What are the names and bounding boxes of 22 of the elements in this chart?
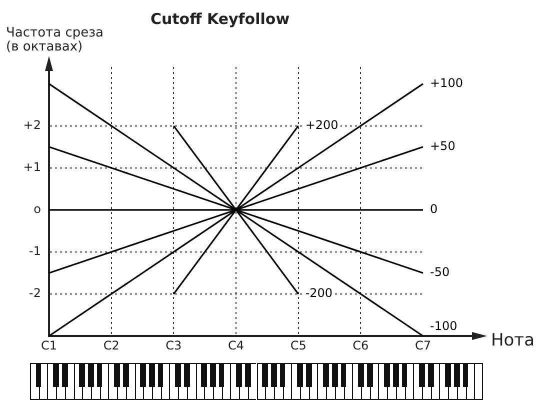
y-tick-label: +2	[23, 118, 41, 132]
x-tick-label: C4	[228, 338, 244, 352]
x-tick-label: C3	[166, 338, 182, 352]
series-label: +200	[305, 118, 338, 132]
series-label: +100	[430, 76, 463, 90]
series-label: -50	[430, 265, 450, 280]
series-label: -200	[305, 286, 333, 300]
y-tick-label: o	[34, 202, 41, 216]
x-tick-label: C5	[290, 338, 306, 352]
y-axis-title: Частота среза (в октавах)	[6, 25, 104, 54]
y-tick-label: -1	[29, 244, 41, 258]
series-label: 0	[430, 202, 438, 216]
x-tick-label: C2	[103, 338, 120, 352]
y-tick-label: -2	[29, 286, 41, 300]
x-tick-label: C6	[352, 338, 369, 352]
series-label: -100	[430, 319, 458, 334]
series-label: +50	[430, 138, 456, 153]
x-axis-title: Нота	[491, 330, 535, 350]
x-tick-label: C7	[414, 338, 432, 352]
x-tick-label: C1	[40, 338, 58, 352]
chart-title: Cutoff Keyfollow	[150, 10, 290, 28]
y-tick-label: +1	[23, 160, 41, 174]
